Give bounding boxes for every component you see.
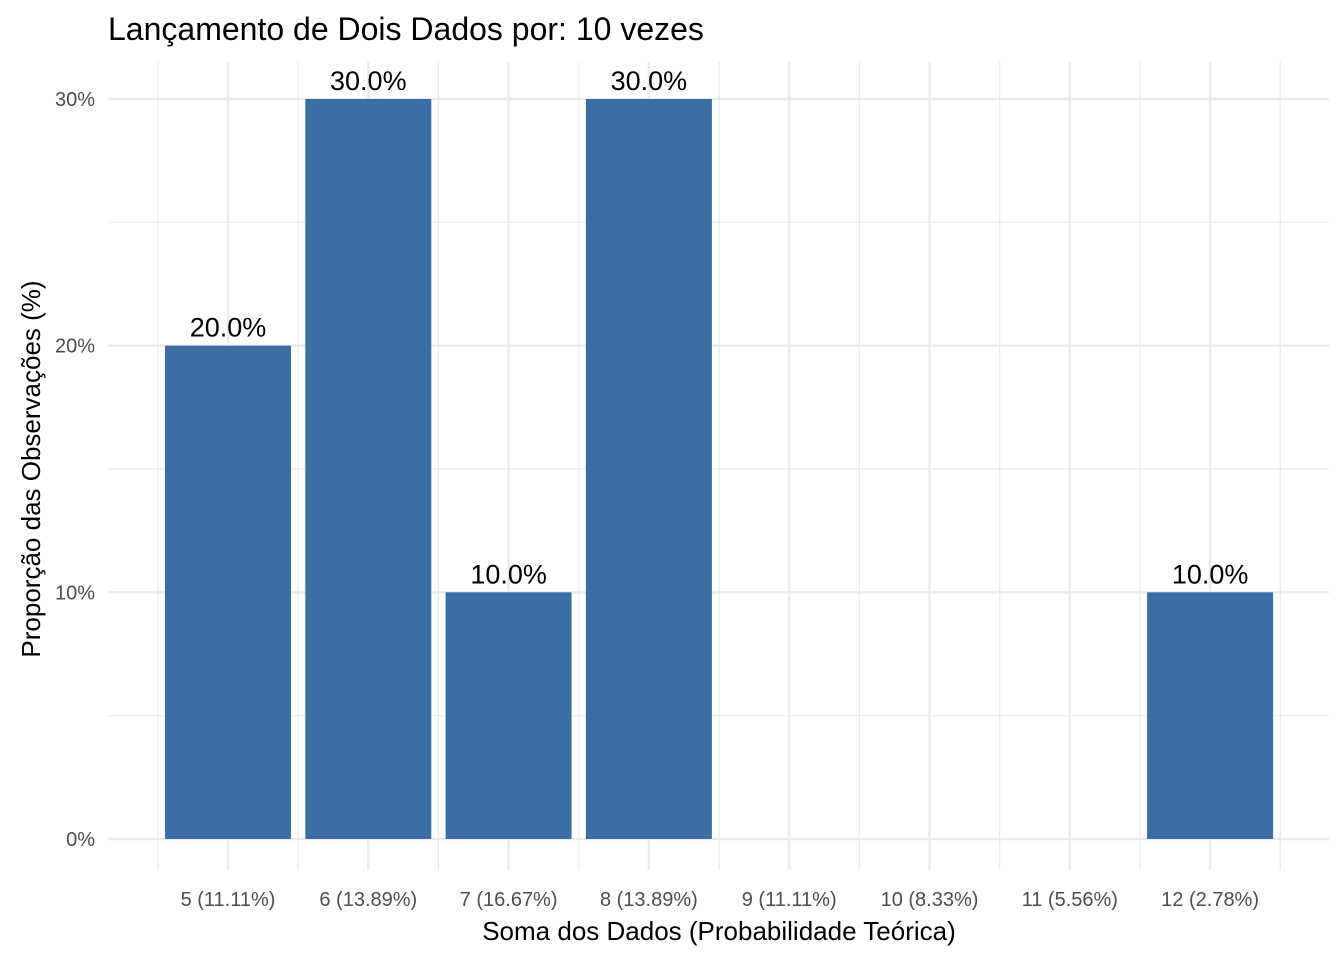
data-label: 10.0%: [1172, 559, 1249, 589]
y-tick-label: 20%: [55, 336, 95, 358]
data-label: 20.0%: [190, 313, 267, 343]
x-tick-label: 9 (11.11%): [742, 889, 837, 911]
y-axis-title: Proporção das Observações (%): [16, 280, 46, 657]
x-tick-label: 10 (8.33%): [881, 889, 979, 911]
y-tick-label: 0%: [66, 829, 95, 851]
data-label: 10.0%: [470, 559, 547, 589]
x-axis-title: Soma dos Dados (Probabilidade Teórica): [482, 916, 956, 946]
data-label: 30.0%: [611, 66, 688, 96]
bar: [1147, 592, 1274, 839]
x-tick-label: 11 (5.56%): [1022, 889, 1118, 911]
x-tick-label: 7 (16.67%): [460, 889, 558, 911]
chart-title: Lançamento de Dois Dados por: 10 vezes: [108, 11, 704, 47]
y-tick-label: 30%: [55, 89, 95, 111]
bar: [585, 99, 712, 839]
y-tick-label: 10%: [55, 582, 95, 604]
grid-lines: [108, 62, 1329, 870]
bar: [445, 592, 572, 839]
x-tick-label: 8 (13.89%): [600, 889, 698, 911]
x-tick-label: 6 (13.89%): [319, 889, 417, 911]
bar: [165, 345, 291, 839]
x-tick-label: 5 (11.11%): [181, 889, 276, 911]
data-label: 30.0%: [330, 66, 407, 96]
x-axis-ticks: 5 (11.11%) 6 (13.89%) 7 (16.67%) 8 (13.89%)…: [181, 889, 1259, 911]
x-tick-label: 12 (2.78%): [1161, 889, 1259, 911]
y-axis-ticks: 0% 10% 20% 30%: [55, 89, 95, 851]
bar: [305, 99, 432, 839]
bars: [165, 99, 1274, 839]
data-labels: 20.0% 30.0% 10.0% 30.0% 10.0%: [190, 66, 1249, 589]
